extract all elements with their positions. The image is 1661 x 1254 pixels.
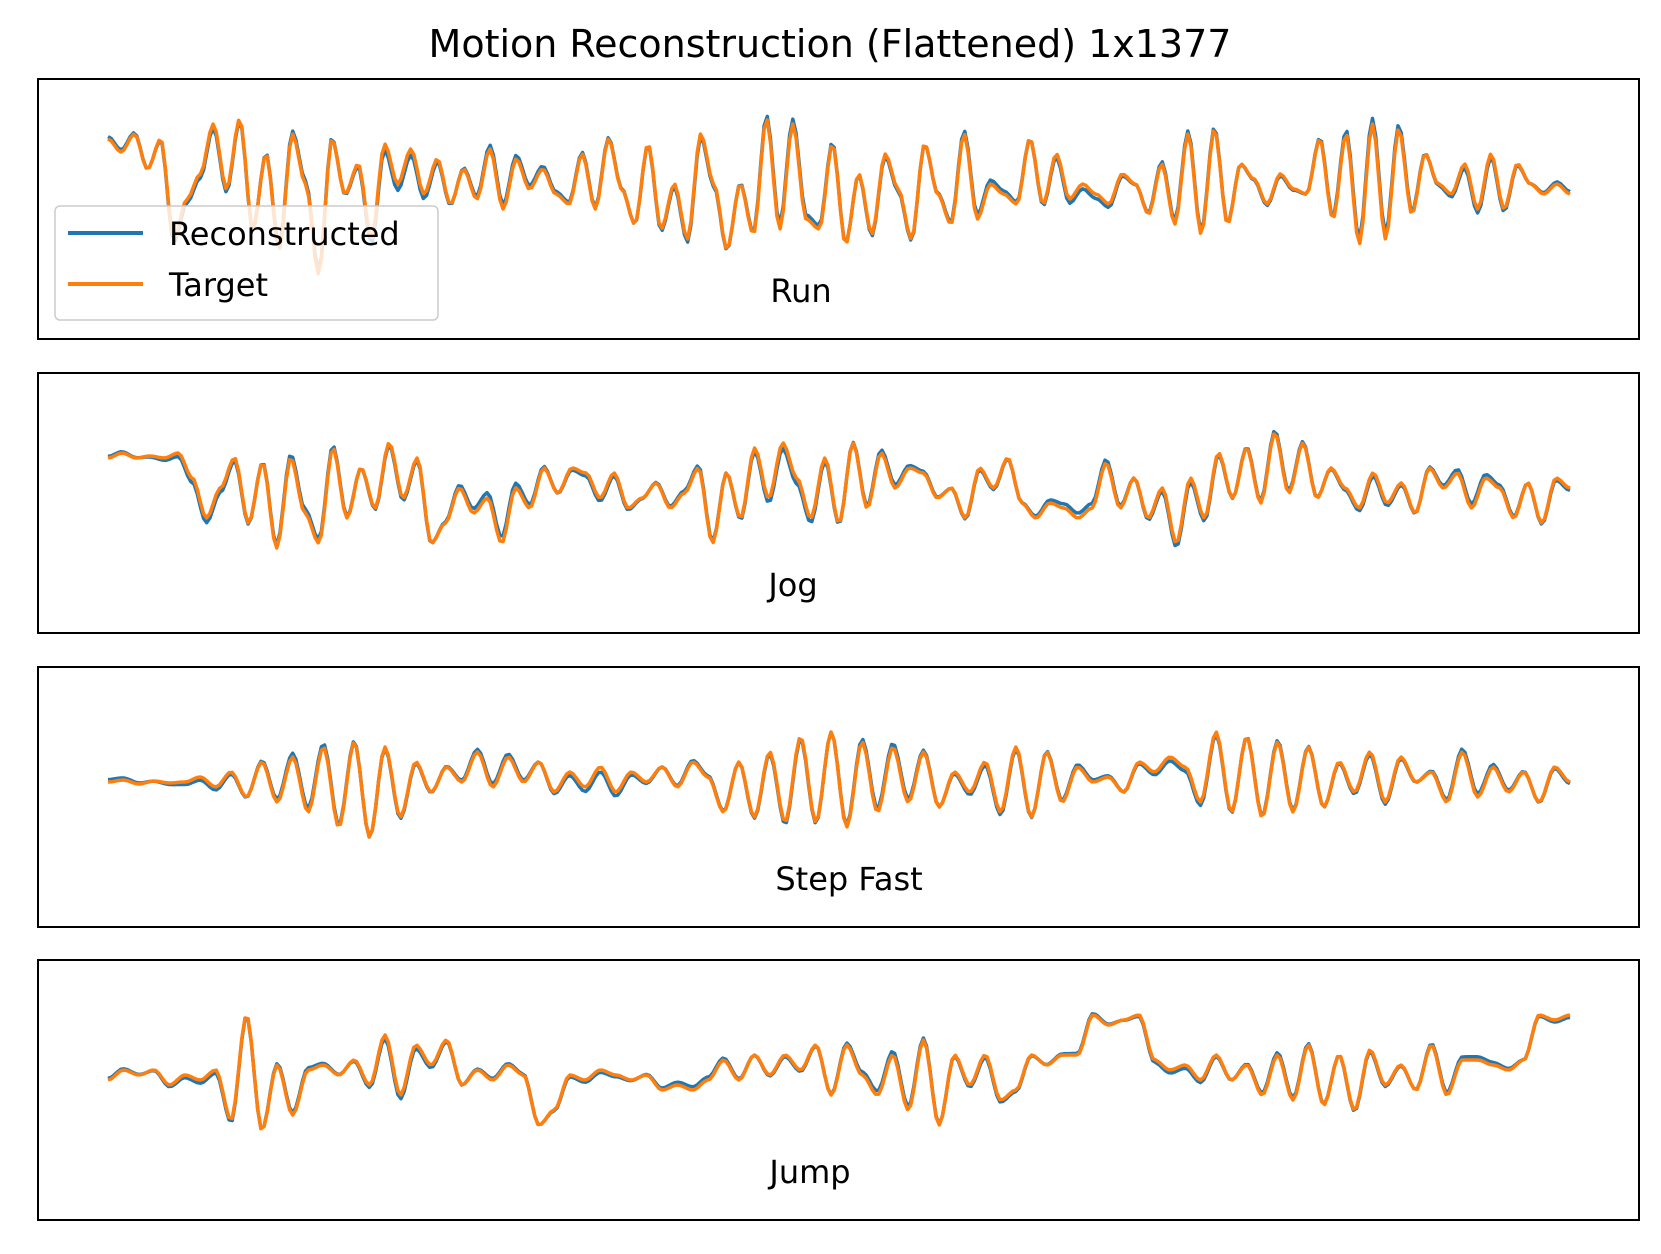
series-target-line bbox=[107, 1013, 1571, 1131]
panel-label: Run bbox=[770, 272, 831, 310]
series-target-line bbox=[107, 730, 1571, 839]
panel-jump: Jump bbox=[37, 959, 1640, 1221]
legend-label-reconstructed: Reconstructed bbox=[169, 215, 400, 253]
legend: Reconstructed Target bbox=[54, 205, 439, 321]
series-target-line bbox=[107, 432, 1571, 550]
panel-label: Jump bbox=[767, 1153, 850, 1191]
legend-frame bbox=[54, 205, 439, 321]
panel-jog: Jog bbox=[37, 372, 1640, 634]
panels-container: Run Jog Step Fast Jump bbox=[37, 78, 1640, 1221]
panel-frame bbox=[37, 78, 1640, 340]
legend-label-target: Target bbox=[168, 266, 268, 304]
series-target-line bbox=[107, 118, 1571, 276]
chart-title: Motion Reconstruction (Flattened) 1x1377 bbox=[429, 22, 1232, 66]
panel-frame bbox=[37, 959, 1640, 1221]
panel-label: Step Fast bbox=[775, 860, 922, 898]
panel-run: Run bbox=[37, 78, 1640, 340]
panel-frame bbox=[37, 372, 1640, 634]
panel-frame bbox=[37, 666, 1640, 928]
panel-label: Jog bbox=[766, 566, 817, 604]
panel-step-fast: Step Fast bbox=[37, 666, 1640, 928]
